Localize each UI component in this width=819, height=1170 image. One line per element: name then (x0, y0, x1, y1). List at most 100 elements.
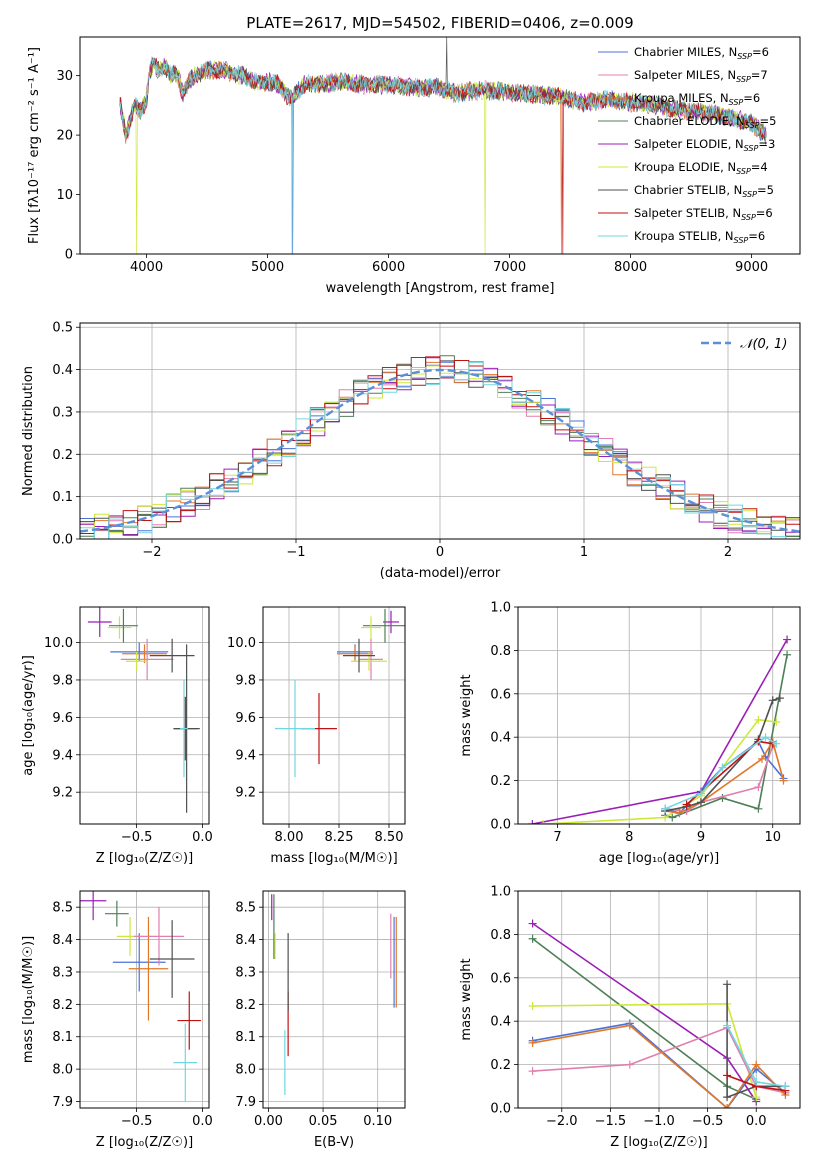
series-marker (661, 804, 670, 813)
x-axis-label: wavelength [Angstrom, rest frame] (326, 281, 555, 296)
x-tick-label: 1 (580, 545, 588, 560)
series-marker (757, 754, 766, 763)
x-tick-label: 8.25 (325, 830, 354, 845)
x-axis-label: age [log₁₀(age/yr)] (599, 851, 720, 866)
y-tick-label: 8.4 (235, 933, 256, 948)
x-tick-label: 9 (697, 830, 705, 845)
series-marker (528, 1038, 537, 1047)
residuals-axes: −2 −1 0 1 2 0.0 0.1 0.2 0.3 0.4 0.5 (data-model)/er… (21, 321, 800, 581)
series-marker (772, 718, 781, 727)
errorbar-point (177, 991, 202, 1050)
y-tick-label: 0.5 (52, 321, 73, 336)
series-line (726, 984, 786, 1099)
errorbar-point (180, 679, 188, 778)
x-axis-label: E(B-V) (314, 1135, 354, 1150)
series-marker (528, 919, 537, 928)
series-marker (781, 1082, 790, 1091)
y-tick-label: 8.3 (235, 965, 256, 980)
y-tick-label: 0.2 (52, 448, 73, 463)
series-marker (528, 934, 537, 943)
y-tick-label: 8.5 (52, 901, 73, 916)
y-tick-label: 0.6 (490, 971, 511, 986)
errorbar-point (126, 651, 148, 671)
series-marker (625, 1060, 634, 1069)
series-line (664, 654, 788, 819)
y-tick-label: 0.2 (490, 774, 511, 789)
y-tick-label: 0.6 (490, 687, 511, 702)
legend-entry: Chabrier STELIB, NSSP=5 (634, 183, 774, 199)
x-tick-label: 0.00 (254, 1114, 283, 1129)
y-tick-label: 0.4 (490, 731, 511, 746)
x-tick-label: 7 (553, 830, 561, 845)
age_vs_Z-frame (79, 606, 210, 825)
x-tick-label: 8 (625, 830, 633, 845)
series-marker (696, 798, 705, 807)
age_vs_mass-frame (262, 606, 406, 825)
mass_weight_vs_age-frame (517, 606, 801, 825)
x-axis-label: Z [log₁₀(Z/Z☉)] (610, 1135, 707, 1150)
series-marker (723, 980, 732, 989)
series-line (532, 1024, 786, 1108)
errorbar-point (363, 608, 405, 643)
spectrum-frame (79, 36, 801, 255)
series-marker (528, 1002, 537, 1011)
y-tick-label: 10.0 (227, 636, 256, 651)
mass_vs_Z-frame (79, 890, 210, 1109)
errorbar-point (133, 907, 184, 966)
x-tick-label: 0.0 (192, 830, 213, 845)
x-tick-label: −0.5 (121, 830, 153, 845)
series-marker (783, 635, 792, 644)
errorbar-point (173, 1023, 198, 1102)
x-tick-label: 7000 (493, 260, 526, 275)
series-marker (754, 783, 763, 792)
y-tick-label: 8.2 (52, 998, 73, 1013)
errorbar-point (120, 638, 174, 680)
y-tick-label: 10 (56, 188, 73, 203)
x-tick-label: 10 (764, 830, 781, 845)
y-tick-label: 8.1 (235, 1030, 256, 1045)
spectrum-line (119, 56, 767, 254)
series-marker (723, 1071, 732, 1080)
legend-entry: Kroupa ELODIE, NSSP=4 (634, 160, 768, 176)
y-tick-label: 8.0 (235, 1063, 256, 1078)
y-tick-label: 0.8 (490, 644, 511, 659)
series-marker (761, 733, 770, 742)
age_vs_Z-axes: −0.5 0.0 9.2 9.4 9.6 9.8 10.0 Z [log₁₀(Z/Z☉)] ag… (21, 607, 213, 866)
y-tick-label: 8.5 (235, 901, 256, 916)
x-tick-label: 8000 (614, 260, 647, 275)
errorbar-point (383, 610, 399, 634)
histograms (80, 355, 800, 539)
series-line (532, 922, 757, 1102)
y-tick-label: 20 (56, 129, 73, 144)
age_vs_Z-points (87, 607, 200, 813)
series-marker (528, 820, 537, 824)
errorbar-point (361, 616, 381, 639)
series-marker (528, 1067, 537, 1076)
x-tick-label: 6000 (372, 260, 405, 275)
legend-entry: Salpeter ELODIE, NSSP=3 (634, 137, 775, 153)
series-line (532, 938, 757, 1101)
mass_vs_Z-axes: −0.5 0.0 7.9 8.0 8.1 8.2 8.3 8.4 8.5 Z [log₁₀(Z/Z… (21, 891, 213, 1150)
y-axis-label: age [log₁₀(age/yr)] (21, 655, 36, 776)
y-tick-label: 9.6 (235, 711, 256, 726)
series-marker (752, 1077, 761, 1086)
errorbar-point (108, 608, 138, 643)
series-marker (723, 1021, 732, 1030)
y-tick-label: 0.4 (490, 1015, 511, 1030)
errorbar-point (110, 642, 169, 662)
x-tick-label: −1.0 (643, 1114, 675, 1129)
x-tick-label: −2 (142, 545, 161, 560)
mass_vs_ebv-frame (262, 890, 406, 1109)
residuals-legend: 𝒩(0, 1) (701, 337, 787, 352)
x-axis-label: mass [log₁₀(M/M☉)] (270, 851, 397, 866)
errorbar-point (122, 644, 167, 664)
errorbar-point (80, 891, 107, 921)
y-tick-label: 0.3 (52, 405, 73, 420)
x-tick-label: 4000 (130, 260, 163, 275)
series-marker (682, 800, 691, 809)
series-marker (675, 809, 684, 818)
errorbar-point (359, 638, 383, 680)
series-marker (752, 1060, 761, 1069)
errorbar-point (337, 646, 373, 662)
